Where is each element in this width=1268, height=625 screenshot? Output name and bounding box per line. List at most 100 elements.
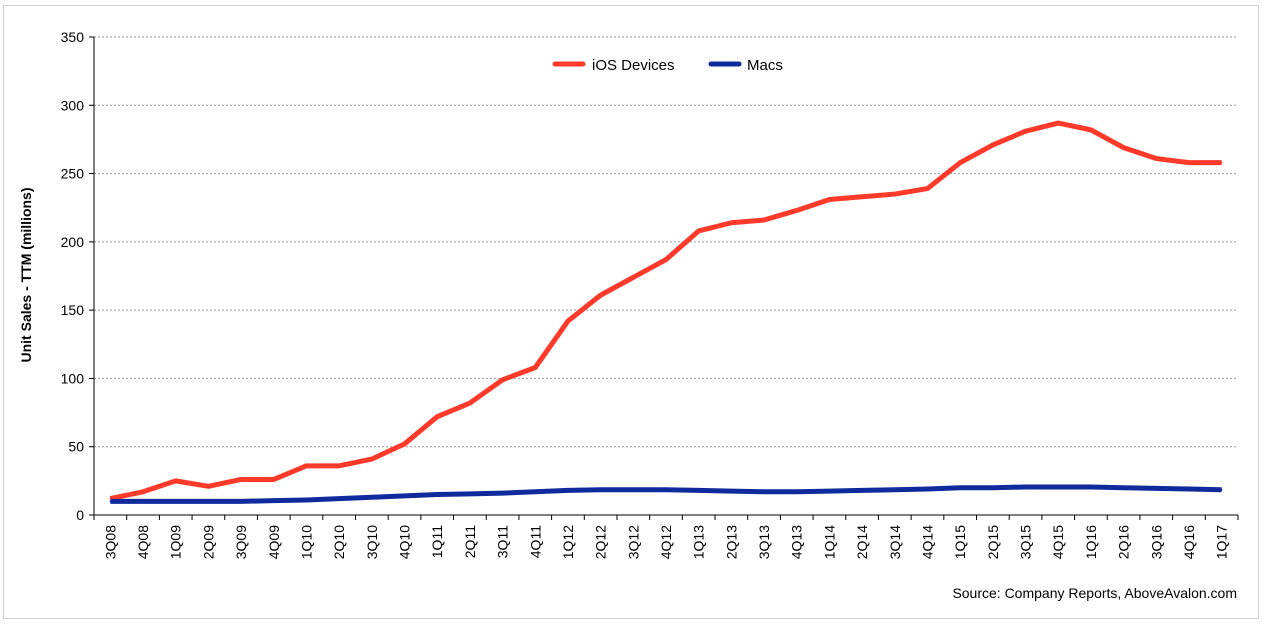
data-point-macs xyxy=(632,488,635,491)
x-tick-label: 1Q12 xyxy=(560,525,576,559)
x-tick-label: 2Q10 xyxy=(331,525,347,559)
x-tick-label: 3Q13 xyxy=(756,525,772,559)
data-point-macs xyxy=(436,493,439,496)
data-point-ios-devices xyxy=(599,294,602,296)
data-point-ios-devices xyxy=(795,209,798,212)
data-point-ios-devices xyxy=(305,465,308,467)
data-point-ios-devices xyxy=(1057,122,1060,124)
data-point-macs xyxy=(599,488,602,491)
x-tick-label: 1Q16 xyxy=(1083,525,1099,559)
data-point-macs xyxy=(730,490,733,492)
data-point-macs xyxy=(828,490,831,492)
y-tick-label: 100 xyxy=(61,370,85,386)
series-line-ios-devices xyxy=(109,120,1222,502)
x-tick-label: 2Q14 xyxy=(854,525,870,559)
x-tick-label: 4Q12 xyxy=(658,525,674,559)
x-tick-label: 3Q12 xyxy=(625,525,641,559)
data-point-ios-devices xyxy=(403,443,406,445)
axes xyxy=(89,36,1239,520)
gridlines xyxy=(94,36,1238,448)
data-point-macs xyxy=(305,499,308,501)
x-tick-label: 3Q16 xyxy=(1148,525,1164,559)
data-point-macs xyxy=(1220,488,1223,491)
y-tick-label: 250 xyxy=(61,166,85,182)
y-tick-label: 350 xyxy=(61,29,85,45)
y-tick-label: 150 xyxy=(61,302,85,318)
data-point-ios-devices xyxy=(436,415,439,418)
x-tick-label: 1Q14 xyxy=(821,525,837,559)
y-tick-label: 0 xyxy=(76,507,84,523)
data-point-ios-devices xyxy=(926,187,929,190)
x-tick-label: 2Q12 xyxy=(593,525,609,559)
x-tick-label: 1Q15 xyxy=(952,525,968,559)
x-tick-label: 2Q13 xyxy=(723,525,739,559)
x-tick-label: 4Q09 xyxy=(266,525,282,559)
data-point-macs xyxy=(240,500,242,503)
data-point-macs xyxy=(894,488,896,491)
data-point-macs xyxy=(338,497,340,500)
x-tick-label: 1Q11 xyxy=(429,525,445,558)
data-point-macs xyxy=(959,486,961,489)
data-point-macs xyxy=(109,500,112,503)
x-tick-label: 2Q09 xyxy=(200,525,216,559)
data-point-macs xyxy=(1057,486,1060,488)
data-point-macs xyxy=(861,489,863,492)
data-point-ios-devices xyxy=(174,480,177,482)
legend-label-ios-devices: iOS Devices xyxy=(592,57,675,74)
data-point-macs xyxy=(1090,486,1092,488)
data-point-macs xyxy=(1024,486,1027,488)
y-tick-label: 200 xyxy=(61,234,85,250)
data-point-ios-devices xyxy=(142,490,144,493)
legend-label-macs: Macs xyxy=(747,57,783,74)
data-point-ios-devices xyxy=(992,144,994,146)
x-tick-label: 3Q11 xyxy=(495,525,511,558)
x-tick-label: 3Q14 xyxy=(887,525,903,559)
x-tick-label: 1Q13 xyxy=(691,525,707,559)
data-point-ios-devices xyxy=(534,366,537,369)
data-point-ios-devices xyxy=(240,478,242,481)
data-point-ios-devices xyxy=(959,161,961,164)
data-point-ios-devices xyxy=(338,465,340,467)
data-point-ios-devices xyxy=(632,276,635,279)
data-point-ios-devices xyxy=(469,402,471,404)
x-tick-label: 4Q11 xyxy=(527,525,543,558)
data-point-ios-devices xyxy=(272,478,275,481)
data-point-macs xyxy=(763,490,765,493)
data-point-macs xyxy=(1155,487,1158,490)
data-point-ios-devices xyxy=(1155,157,1158,160)
data-point-ios-devices xyxy=(665,258,667,261)
x-tick-label: 1Q10 xyxy=(298,525,314,559)
y-axis-title: Unit Sales - TTM (millions) xyxy=(18,187,34,362)
data-point-macs xyxy=(142,500,144,503)
data-point-macs xyxy=(534,490,537,493)
data-point-ios-devices xyxy=(567,320,569,322)
data-point-macs xyxy=(992,486,994,489)
data-point-ios-devices xyxy=(861,195,863,198)
data-point-ios-devices xyxy=(1188,161,1190,164)
data-point-macs xyxy=(1188,488,1190,490)
x-tick-label: 3Q09 xyxy=(233,525,249,559)
data-point-ios-devices xyxy=(371,458,373,460)
data-point-ios-devices xyxy=(894,193,896,195)
data-point-ios-devices xyxy=(1122,146,1125,149)
x-tick-label: 1Q17 xyxy=(1214,525,1230,559)
data-point-macs xyxy=(403,495,406,497)
data-point-ios-devices xyxy=(207,485,210,488)
data-point-ios-devices xyxy=(730,221,733,224)
data-point-macs xyxy=(697,489,700,492)
data-point-macs xyxy=(567,489,569,492)
legend: iOS Devices Macs xyxy=(552,57,783,74)
data-point-ios-devices xyxy=(697,230,700,232)
x-tick-label: 2Q15 xyxy=(985,525,1001,559)
y-tick-labels: 0 50 100 150 200 250 300 350 xyxy=(61,29,85,523)
data-point-macs xyxy=(795,490,798,493)
source-note: Source: Company Reports, AboveAvalon.com xyxy=(952,585,1237,601)
data-point-ios-devices xyxy=(1090,129,1092,131)
x-tick-label: 2Q16 xyxy=(1116,525,1132,559)
data-point-macs xyxy=(272,499,275,502)
data-point-macs xyxy=(371,496,373,499)
x-tick-label: 3Q10 xyxy=(364,525,380,559)
data-point-macs xyxy=(926,488,929,490)
x-tick-label: 4Q13 xyxy=(789,525,805,559)
